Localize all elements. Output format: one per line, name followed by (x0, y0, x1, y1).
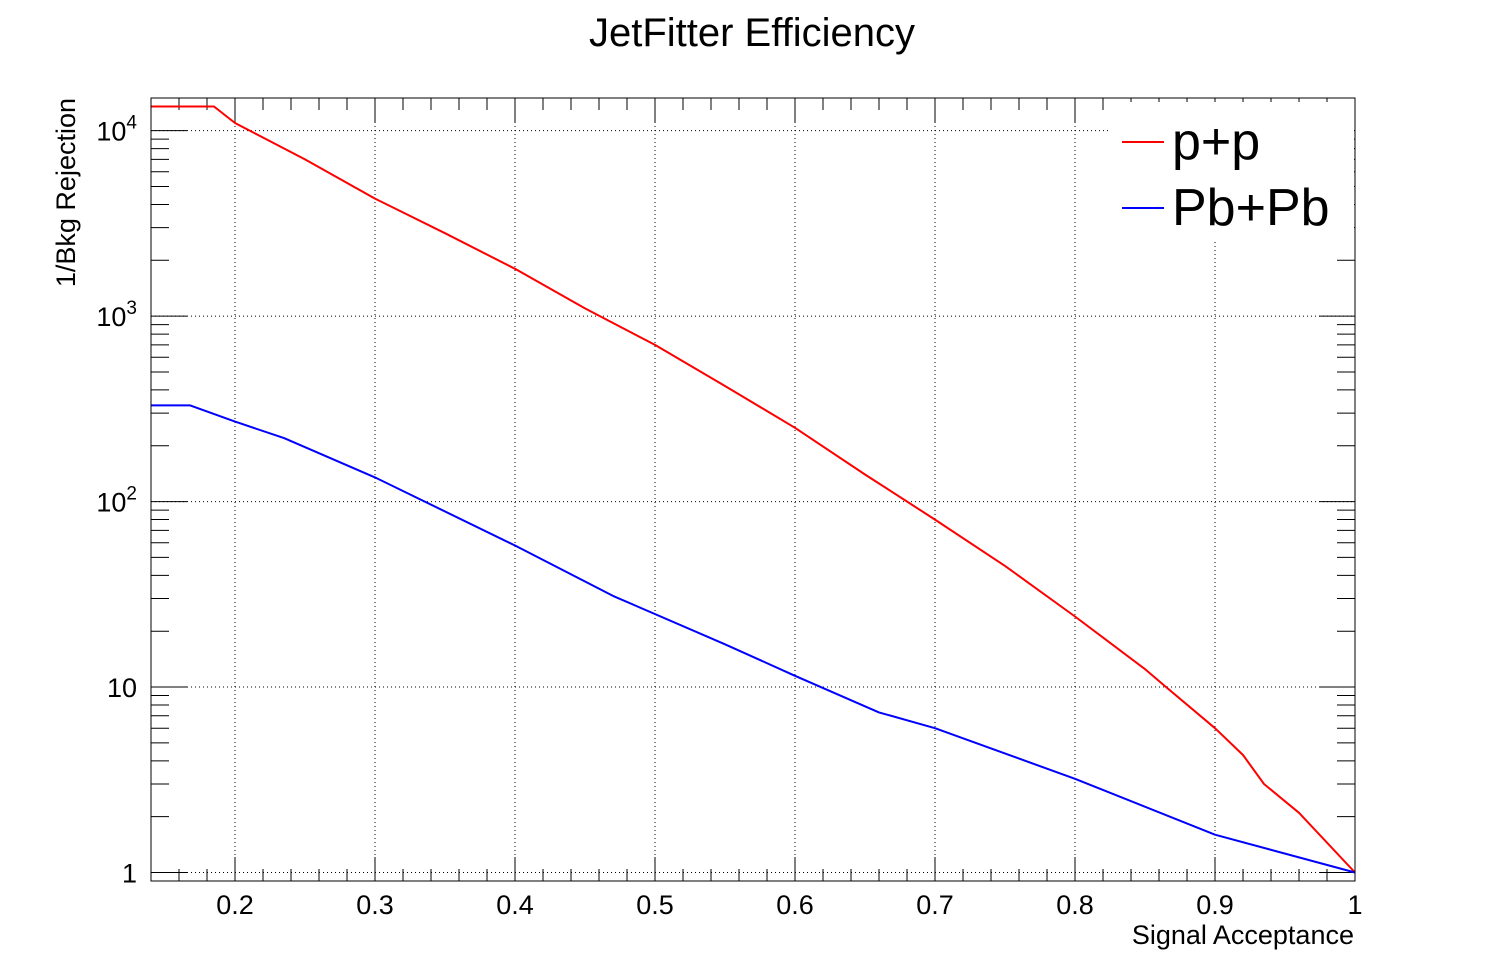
legend-label: Pb+Pb (1172, 179, 1330, 237)
x-tick-label: 0.6 (776, 890, 814, 920)
y-axis-label: 1/Bkg Rejection (51, 98, 81, 287)
x-tick-label: 0.8 (1056, 890, 1094, 920)
series-line-pp (151, 105, 1356, 874)
x-tick-label: 0.7 (916, 890, 954, 920)
y-tick-label-exponent: 4 (126, 113, 137, 134)
plot-frame (150, 97, 1356, 882)
x-tick-label: 1 (1347, 890, 1362, 920)
y-tick-label-exponent: 2 (126, 484, 137, 505)
x-tick-label: 0.2 (216, 890, 254, 920)
legend-background (1110, 102, 1354, 242)
x-tick-label: 0.4 (496, 890, 534, 920)
x-tick-label: 0.3 (356, 890, 394, 920)
y-tick-label-base: 10 (96, 117, 126, 147)
y-tick-label-base: 10 (96, 488, 126, 518)
legend-label: p+p (1172, 113, 1260, 171)
grid (151, 98, 1356, 881)
y-tick-label: 104 (96, 113, 137, 147)
y-tick-label: 103 (96, 298, 137, 332)
y-tick-label: 10 (107, 673, 137, 703)
x-tick-label: 0.5 (636, 890, 674, 920)
legend: p+p Pb+Pb (1110, 102, 1354, 242)
y-tick-label: 1 (122, 859, 137, 889)
x-tick-label: 0.9 (1196, 890, 1234, 920)
y-tick-label: 102 (96, 484, 137, 518)
chart-title: JetFitter Efficiency (589, 11, 915, 55)
x-axis-label: Signal Acceptance (1132, 920, 1354, 950)
series-line-pbpb (151, 404, 1356, 874)
series-lines (151, 105, 1356, 874)
y-tick-label-exponent: 3 (126, 298, 137, 319)
y-tick-label-base: 10 (96, 302, 126, 332)
